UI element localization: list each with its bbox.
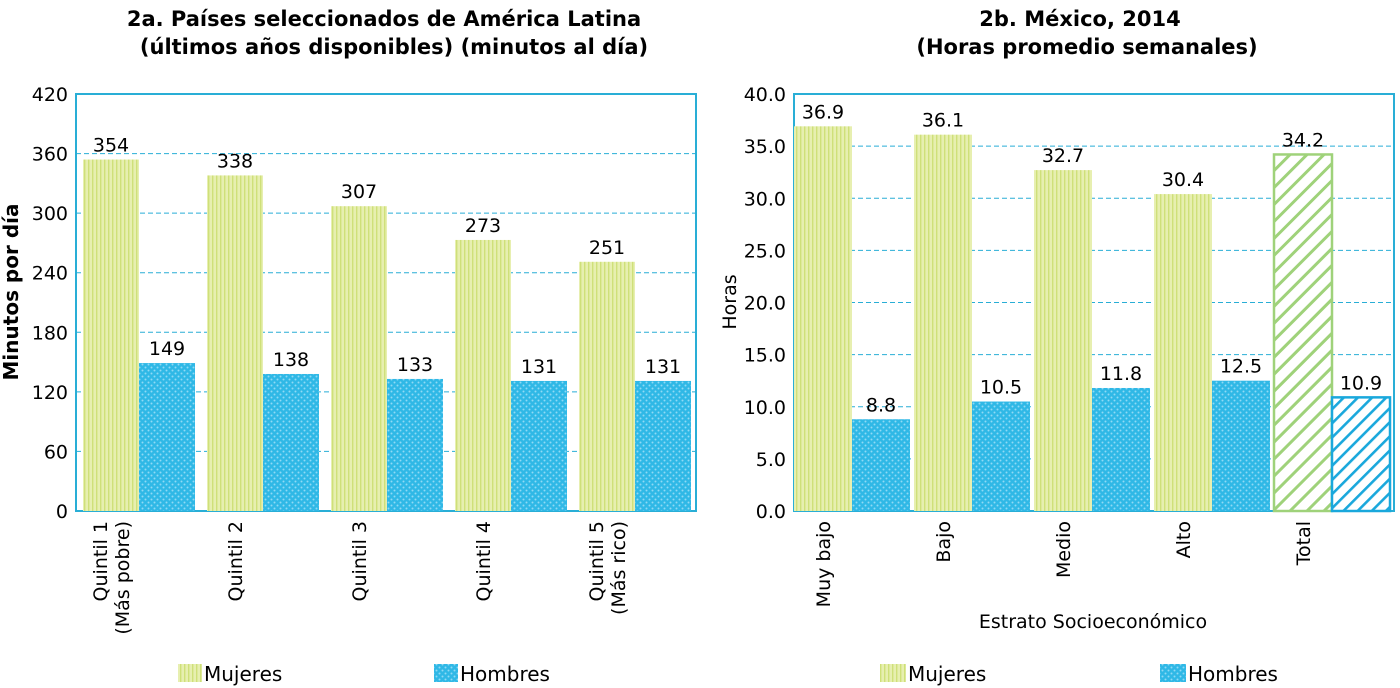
data-label: 36.1 (922, 110, 964, 132)
data-label: 251 (589, 237, 625, 259)
x-tick-label: Quintil 3 (349, 521, 371, 601)
bar-hombres (511, 380, 567, 511)
data-label: 10.5 (980, 377, 1022, 399)
y-tick-label: 60 (44, 441, 68, 463)
x-tick-label: Muy bajo (813, 521, 835, 607)
bar-mujeres (794, 126, 852, 511)
y-tick-label: 420 (32, 84, 68, 106)
bar-mujeres (207, 175, 263, 511)
chart-a-ylabel: Minutos por día (0, 204, 23, 381)
bar-mujeres (914, 134, 972, 511)
chart-a-legend: Mujeres Hombres (178, 662, 550, 686)
y-tick-label: 40.0 (744, 84, 786, 106)
y-tick-label: 35.0 (744, 136, 786, 158)
bar-mujeres (331, 206, 387, 511)
y-tick-label: 120 (32, 382, 68, 404)
data-label: 149 (149, 338, 185, 360)
x-tick-label: Bajo (933, 521, 955, 563)
bar-hombres (972, 401, 1030, 511)
bar-hombres (1212, 380, 1270, 511)
x-tick-label: Quintil 4 (473, 521, 495, 601)
bar-hombres (387, 378, 443, 511)
bar-hombres (1330, 396, 1392, 513)
y-tick-label: 240 (32, 263, 68, 285)
data-label: 307 (341, 181, 377, 203)
y-tick-label: 30.0 (744, 188, 786, 210)
chart-b-title-line2: (Horas promedio semanales) (916, 35, 1257, 59)
data-label: 10.9 (1340, 372, 1382, 394)
data-label: 32.7 (1042, 145, 1084, 167)
bar-hombres (635, 380, 691, 511)
data-label: 138 (273, 349, 309, 371)
legend-a-hombres-label: Hombres (460, 662, 550, 686)
data-label: 338 (217, 150, 253, 172)
data-label: 36.9 (802, 101, 844, 123)
bar-mujeres (579, 261, 635, 511)
bar-hombres (852, 419, 910, 511)
bar-hombres (263, 373, 319, 511)
y-tick-label: 25.0 (744, 240, 786, 262)
legend-b-mujeres-label: Mujeres (908, 662, 986, 686)
data-label: 34.2 (1282, 129, 1324, 151)
legend-a-mujeres-swatch (178, 664, 202, 682)
y-tick-label: 0.0 (756, 501, 786, 523)
chart-b-xlabel: Estrato Socioeconómico (979, 611, 1207, 633)
y-tick-label: 180 (32, 322, 68, 344)
legend-b-hombres-swatch (1160, 664, 1186, 682)
data-label: 30.4 (1162, 169, 1204, 191)
y-tick-label: 10.0 (744, 397, 786, 419)
legend-a-mujeres-label: Mujeres (204, 662, 282, 686)
bar-hombres (139, 363, 195, 511)
y-tick-label: 360 (32, 144, 68, 166)
bar-mujeres (83, 159, 139, 511)
chart-b-legend: Mujeres Hombres (880, 662, 1278, 686)
y-tick-label: 0 (56, 501, 68, 523)
y-tick-label: 300 (32, 203, 68, 225)
x-tick-label: (Más rico) (608, 521, 630, 615)
x-tick-label: Alto (1173, 521, 1195, 558)
bar-mujeres (1154, 194, 1212, 511)
bar-mujeres (455, 239, 511, 511)
bar-mujeres (1272, 153, 1334, 513)
x-tick-label: Total (1293, 521, 1315, 566)
data-label: 131 (521, 356, 557, 378)
y-tick-label: 20.0 (744, 293, 786, 315)
chart-b-ylabel: Horas (719, 274, 741, 329)
x-tick-label: Quintil 5 (586, 521, 608, 601)
x-tick-label: Quintil 1 (90, 521, 112, 601)
data-label: 8.8 (866, 394, 896, 416)
chart-a-title-line2: (últimos años disponibles) (minutos al d… (140, 35, 648, 59)
data-label: 273 (465, 215, 501, 237)
legend-b-mujeres-swatch (880, 664, 906, 682)
bar-hombres (1092, 387, 1150, 511)
bar-mujeres (1034, 170, 1092, 512)
legend-b-hombres-label: Hombres (1188, 662, 1278, 686)
legend-a-hombres-swatch (434, 664, 458, 682)
x-tick-label: Quintil 2 (225, 521, 247, 601)
data-label: 133 (397, 354, 433, 376)
y-tick-label: 5.0 (756, 449, 786, 471)
data-label: 354 (93, 135, 129, 157)
y-tick-label: 15.0 (744, 345, 786, 367)
chart-b: 0.0 5.0 10.0 15.0 20.0 25.0 30.0 35.0 40.0 36.9 8.… (744, 84, 1394, 607)
x-tick-label: (Más pobre) (112, 521, 134, 635)
chart-b-title-line1: 2b. México, 2014 (979, 7, 1180, 31)
chart-a-title-line1: 2a. Países seleccionados de América Lati… (127, 7, 641, 31)
data-label: 11.8 (1100, 363, 1142, 385)
data-label: 12.5 (1220, 356, 1262, 378)
data-label: 131 (645, 356, 681, 378)
x-tick-label: Medio (1053, 521, 1075, 578)
